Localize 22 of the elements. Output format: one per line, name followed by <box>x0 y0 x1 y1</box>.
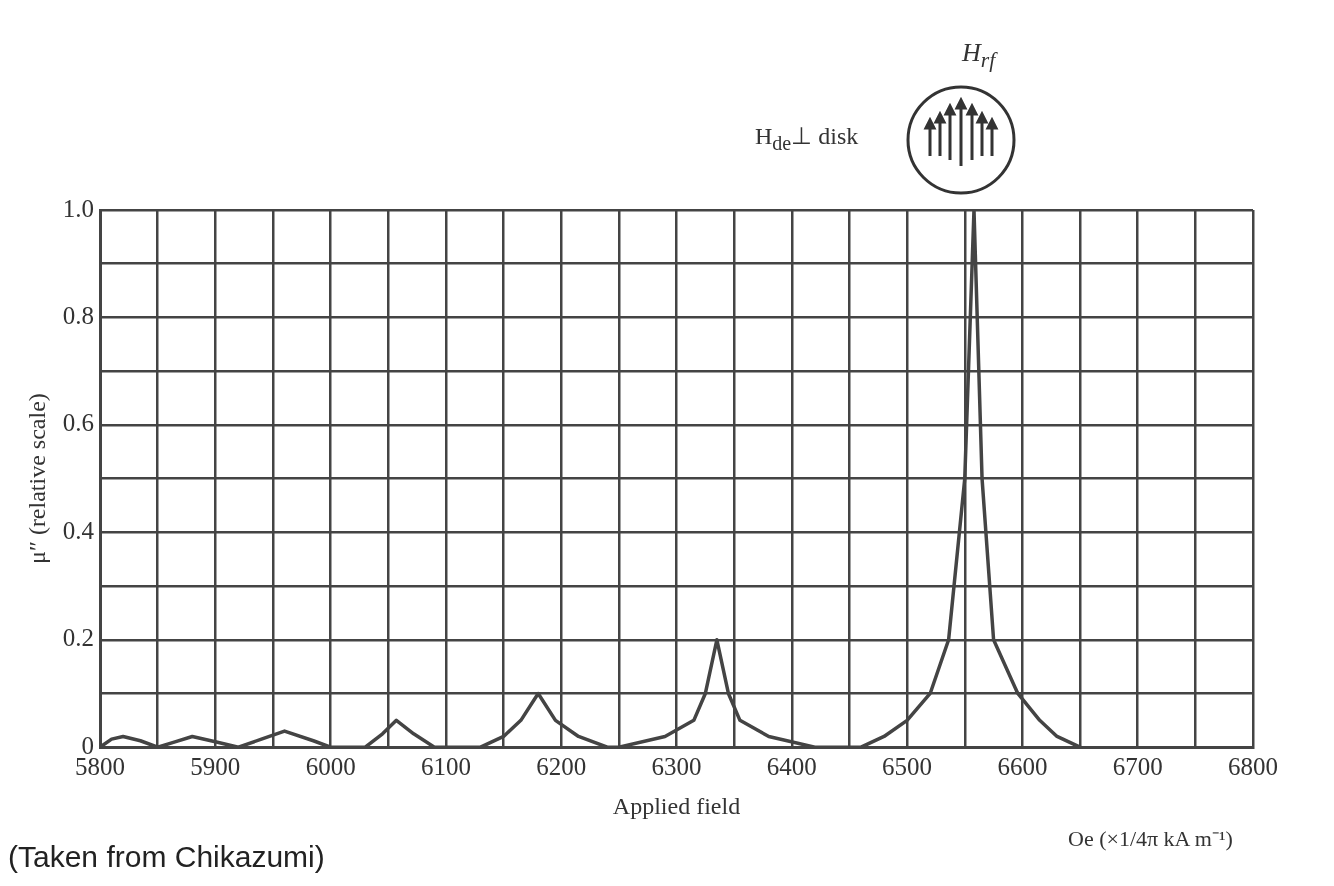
x-tick-label: 6300 <box>651 752 702 780</box>
x-tick-label: 6600 <box>997 752 1048 780</box>
y-tick-label: 0.2 <box>62 624 95 652</box>
x-tick-label: 6500 <box>882 752 933 780</box>
text: (Taken from Chikazumi) <box>8 840 325 874</box>
y-tick-label: 0 <box>81 731 95 759</box>
x-tick-label: 6700 <box>1112 752 1163 780</box>
y-axis-title: μ″ (relative scale) <box>23 393 50 564</box>
x-tick-label: 5900 <box>190 752 241 780</box>
y-tick-label: 1.0 <box>62 194 95 222</box>
x-tick-label: 6200 <box>536 752 587 780</box>
text: H$_{rf}$ <box>962 38 996 74</box>
x-tick-label: 6000 <box>305 752 356 780</box>
x-tick-label: 6400 <box>766 752 817 780</box>
text: Oe (×1/4π kA m⁻¹) <box>1068 825 1233 852</box>
x-tick-label: 6100 <box>420 752 471 780</box>
text: H$_{de}$⊥ disk <box>755 122 859 155</box>
y-tick-label: 0.4 <box>62 516 95 544</box>
y-tick-label: 0.6 <box>62 409 95 437</box>
y-tick-label: 0.8 <box>62 302 95 329</box>
x-axis-title: Applied field <box>612 792 741 819</box>
x-tick-label: 6800 <box>1228 752 1278 780</box>
